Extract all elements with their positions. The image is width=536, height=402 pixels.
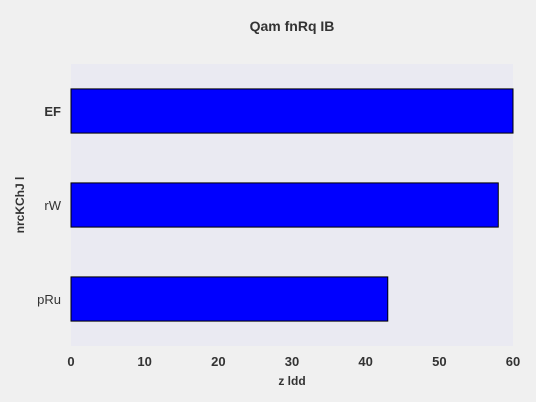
x-tick-label: 0 (67, 354, 74, 369)
x-tick-label: 40 (358, 354, 372, 369)
x-axis-label: z ldd (278, 374, 305, 388)
y-tick-label: pRu (37, 292, 61, 307)
y-tick-labels: EF rW pRu (37, 104, 62, 307)
y-tick-label: rW (44, 198, 61, 213)
chart-title: Qam fnRq IB (250, 18, 335, 34)
x-tick-label: 10 (137, 354, 151, 369)
bar-1 (70, 182, 499, 228)
bars-layer (70, 88, 514, 322)
x-tick-labels: 0 10 20 30 40 50 60 (67, 354, 520, 369)
x-tick-label: 30 (285, 354, 299, 369)
y-tick-label: EF (44, 104, 61, 119)
x-tick-label: 60 (506, 354, 520, 369)
x-tick-label: 50 (432, 354, 446, 369)
bar-0 (70, 88, 514, 134)
x-tick-label: 20 (211, 354, 225, 369)
y-axis-label: nrcKChJ l (13, 177, 27, 234)
bar-2 (70, 276, 389, 322)
